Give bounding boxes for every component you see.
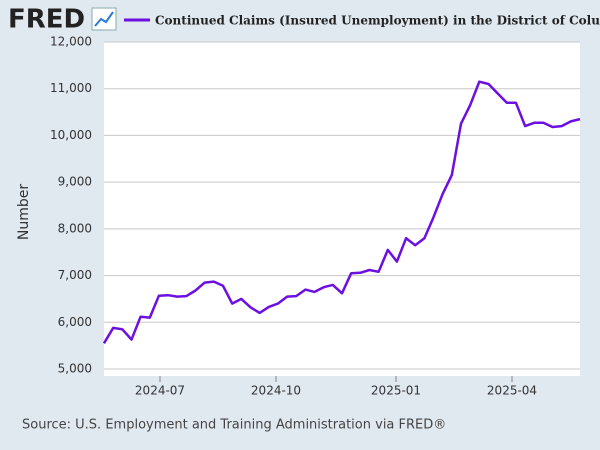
x-tick-label: 2025-04 — [487, 384, 537, 398]
y-tick-label: 8,000 — [58, 221, 92, 235]
y-tick-label: 10,000 — [50, 128, 92, 142]
x-tick-label: 2024-10 — [251, 384, 301, 398]
y-tick-label: 5,000 — [58, 361, 92, 375]
logo: FRED — [8, 5, 85, 35]
y-tick-label: 11,000 — [50, 81, 92, 95]
x-tick-label: 2024-07 — [135, 384, 185, 398]
x-tick-label: 2025-01 — [371, 384, 421, 398]
y-tick-label: 6,000 — [58, 315, 92, 329]
logo-icon — [91, 7, 117, 31]
data-line — [102, 80, 581, 344]
y-tick-label: 7,000 — [58, 268, 92, 282]
y-tick-label: 12,000 — [50, 35, 92, 49]
source: Source: U.S. Employment and Training Adm… — [22, 418, 446, 433]
plot-area — [104, 42, 580, 376]
y-tick-label: 9,000 — [58, 175, 92, 189]
legend-label: Continued Claims (Insured Unemployment) … — [155, 14, 600, 28]
y-axis-label: Number — [16, 184, 32, 240]
